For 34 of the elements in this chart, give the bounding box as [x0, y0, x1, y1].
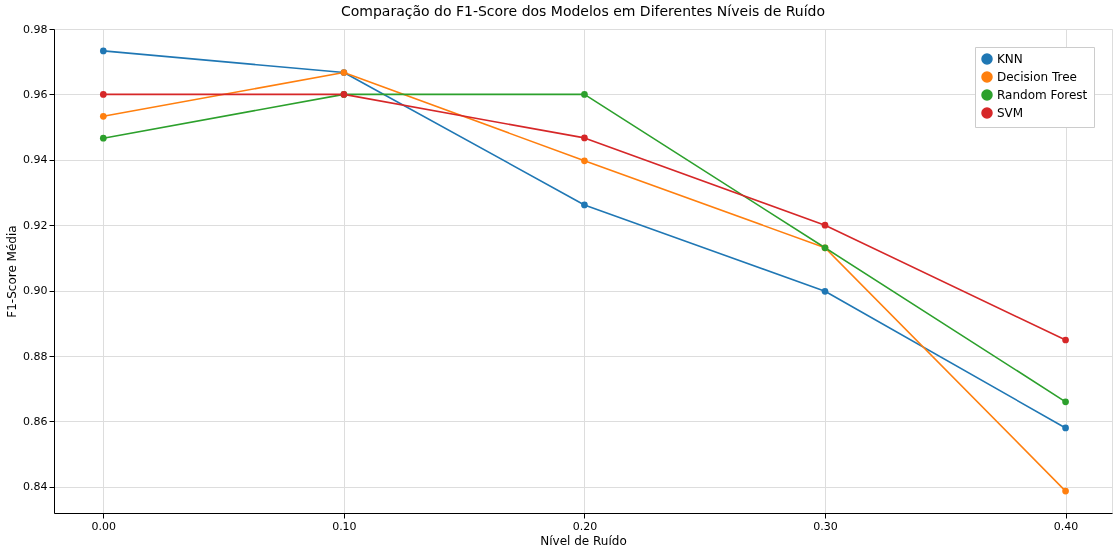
y-tick-label: 0.88 — [23, 349, 48, 363]
x-tick-label: 0.00 — [91, 519, 117, 533]
point — [581, 134, 588, 142]
point — [581, 201, 588, 209]
y-tick-label: 0.98 — [23, 22, 48, 36]
chart-title: Comparação do F1-Score dos Modelos em Diferentes Níveis de Ruído — [340, 3, 826, 19]
point — [1062, 487, 1069, 495]
legend-label: Decision Tree — [997, 70, 1077, 84]
point — [1062, 336, 1069, 344]
y-tick-label: 0.94 — [23, 153, 48, 167]
legend-label: Random Forest — [997, 88, 1088, 102]
y-tick-label: 0.90 — [23, 284, 48, 298]
legend-label: SVM — [997, 106, 1024, 120]
point — [99, 112, 107, 120]
point — [581, 91, 588, 98]
x-tick-label: 0.10 — [332, 519, 357, 533]
x-tick-label: 0.20 — [572, 519, 598, 533]
y-axis-title: F1-Score Média — [5, 225, 20, 318]
point — [1062, 398, 1069, 406]
point — [99, 91, 107, 98]
point — [1062, 424, 1069, 432]
y-tick-label: 0.86 — [23, 414, 48, 428]
x-tick-label: 0.40 — [1053, 519, 1079, 533]
legend-label: KNN — [997, 52, 1023, 66]
point — [581, 157, 588, 165]
y-tick-label: 0.96 — [23, 87, 48, 101]
point — [99, 134, 107, 142]
point — [821, 287, 829, 295]
y-tick-label: 0.92 — [23, 218, 48, 232]
point — [821, 221, 829, 229]
x-tick-label: 0.30 — [813, 519, 838, 533]
point — [99, 47, 107, 55]
y-tick-label: 0.84 — [23, 480, 48, 494]
x-axis-title: Nível de Ruído — [540, 533, 627, 548]
